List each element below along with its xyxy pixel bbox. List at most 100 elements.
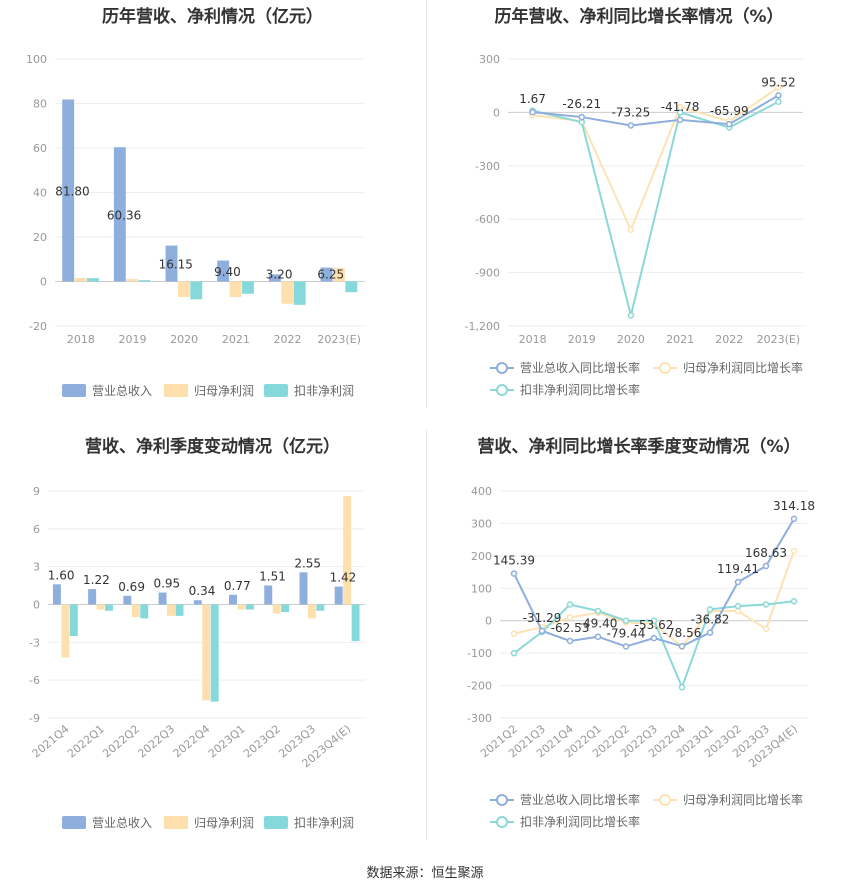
bar [316,604,325,611]
y-tick-label: 0 [493,106,500,119]
data-point [594,633,602,640]
legend-label: 归母净利润 [194,816,254,830]
bar [193,600,202,605]
bar [332,268,345,282]
legend-label: 扣非净利润 [294,384,354,398]
data-label: 60.36 [107,208,141,222]
series-line [532,100,779,316]
data-point [734,578,742,586]
y-tick-label: 300 [479,53,500,66]
data-label: -41.78 [661,100,700,114]
x-tick-label: 2022 [715,333,743,346]
legend-marker [659,794,671,806]
data-label: 1.42 [330,571,357,585]
bar [123,595,132,605]
data-point [650,617,658,624]
data-label: 0.69 [118,580,145,594]
y-tick-label: 9 [33,485,40,498]
bar [52,584,61,605]
chart-plot: 9 6 3 0 -3 -6 -92021Q42022Q12022Q22022Q32022Q4… [29,485,365,830]
y-tick-label: 300 [471,517,492,530]
legend-marker [496,362,508,374]
data-point [726,120,733,128]
bar [334,586,343,605]
x-tick-label: 2022Q2 [100,722,142,760]
data-point [538,627,546,635]
data-point [510,649,518,657]
data-label: 16.15 [159,258,193,272]
legend-label: 归母净利润 [194,384,254,398]
panel-divider-top [426,0,427,408]
data-point [566,614,574,621]
data-point [790,598,798,605]
data-point [790,515,798,523]
bar [74,277,87,282]
x-tick-label: 2023(E) [317,333,361,346]
data-point [529,108,536,116]
bar [165,245,178,282]
y-tick-label: 40 [33,187,47,200]
bar [69,604,78,637]
data-point [762,625,770,633]
data-point [566,601,574,608]
bar [61,604,70,658]
data-point [622,617,630,624]
legend-swatch [164,816,188,829]
x-tick-label: 2022 [274,333,302,346]
data-label: -78.56 [663,626,702,640]
legend-label: 营业总收入同比增长率 [520,360,640,375]
bar [229,281,242,298]
y-tick-label: 60 [33,142,47,155]
bar [87,278,99,282]
bar [229,594,237,605]
data-label: -79.44 [607,626,646,640]
data-point [790,547,798,555]
data-point [734,602,742,610]
chart-title: 营收、净利同比增长率季度变动情况（%） [477,437,801,457]
bar [140,604,149,619]
y-tick-label: -1,200 [465,320,500,333]
data-label: 9.40 [214,265,241,279]
data-label: 145.39 [493,554,535,568]
y-tick-label: 0 [485,615,492,628]
data-point [676,109,684,116]
annual-revenue-profit-chart: 历年营收、净利情况（亿元） 100 80 60 40 20 0 -20 2018 2019 202… [0,0,425,410]
data-label: -26.21 [562,97,601,111]
quarterly-revenue-profit-chart: 营收、净利季度变动情况（亿元） 9 6 3 0 -3 -6 -9 2021Q4 2022Q1 20… [0,430,425,850]
chart-plot: 100 80 60 40 20 0 -20 2018 2019 2020 2021 2022 2023(… [26,53,365,398]
y-tick-label: -3 [29,636,40,649]
bar [237,604,246,610]
data-label: 3.20 [266,268,293,282]
data-point [578,118,585,126]
data-label: 314.18 [773,499,815,513]
legend-label: 归母净利润同比增长率 [683,792,803,807]
data-label: 95.52 [761,75,795,89]
y-tick-label: -300 [467,712,492,725]
data-point [650,634,658,642]
y-tick-label: -20 [29,320,47,333]
legend-swatch [62,384,86,397]
legend-label: 营业总收入 [92,384,152,398]
data-point [706,629,714,636]
data-label: -73.25 [612,105,651,119]
data-point [510,630,518,637]
bar [96,604,105,610]
chart-plot: 4003002001000-100-200-3002021Q22021Q3202… [467,485,815,829]
y-tick-label: -100 [467,647,492,660]
bar [281,281,294,304]
bar [281,604,290,613]
bar [190,281,203,300]
data-point [678,642,686,650]
y-tick-label: 6 [33,523,40,536]
x-tick-label: 2018 [519,333,547,346]
y-tick-label: 100 [26,53,47,66]
bar [264,585,273,605]
y-tick-label: -900 [475,267,500,280]
x-tick-label: 2019 [119,333,147,346]
data-label: 0.95 [153,577,180,591]
legend-label: 归母净利润同比增长率 [683,360,803,375]
x-tick-label: 2020 [170,333,198,346]
bar [320,267,333,282]
bar [105,604,114,611]
data-label: 81.80 [55,184,89,198]
